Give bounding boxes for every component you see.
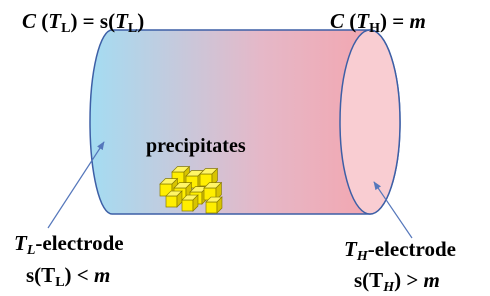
cube-face	[206, 202, 217, 213]
diagram: C (TL) = s(TL) C (TH) = m precipitates T…	[0, 0, 490, 296]
cube-face	[182, 200, 193, 211]
right-condition-label: s(TH) > m	[354, 268, 440, 295]
cube-face	[166, 196, 177, 207]
left-condition-label: s(TL) < m	[26, 263, 110, 290]
left-electrode-label: TL-electrode	[14, 231, 124, 258]
center-label: precipitates	[146, 135, 246, 157]
cylinder-end	[340, 30, 400, 214]
page: C (TL) = s(TL) C (TH) = m precipitates T…	[0, 0, 490, 296]
right-electrode-label: TH-electrode	[344, 237, 456, 264]
top-right-label: C (TH) = m	[330, 9, 426, 36]
top-left-label: C (TL) = s(TL)	[22, 9, 144, 36]
